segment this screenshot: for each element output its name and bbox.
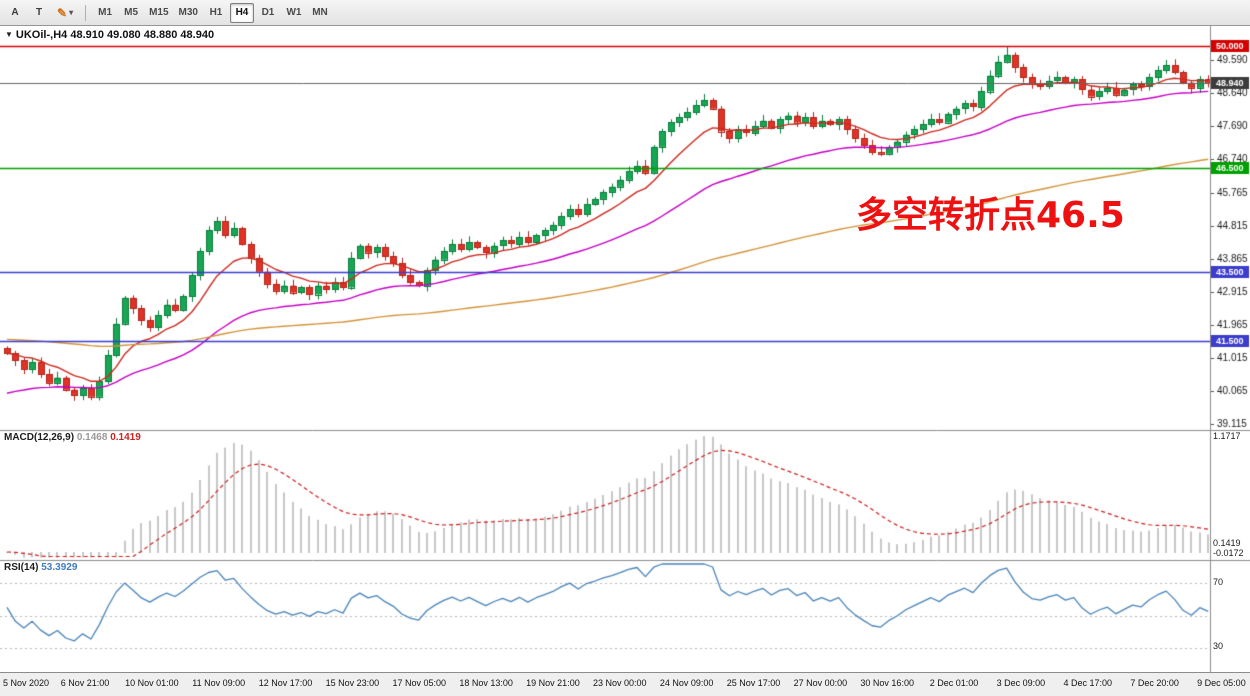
- timeframe-button-m5[interactable]: M5: [124, 7, 139, 18]
- time-axis-label: 24 Nov 09:00: [659, 678, 714, 688]
- timeframe-button-m1[interactable]: M1: [98, 7, 113, 18]
- macd-name: MACD(12,26,9): [4, 432, 75, 443]
- time-axis-label: 12 Nov 17:00: [258, 678, 313, 688]
- time-axis-label: 7 Dec 20:00: [1130, 678, 1179, 688]
- time-axis-label: 17 Nov 05:00: [392, 678, 447, 688]
- macd-axis-bottom-label: -0.0172: [1213, 548, 1244, 558]
- arrow-tool-button[interactable]: A: [11, 7, 19, 18]
- time-axis-label: 10 Nov 01:00: [125, 678, 179, 688]
- time-axis-label: 11 Nov 09:00: [192, 678, 246, 688]
- timeframe-button-h4[interactable]: H4: [229, 2, 254, 23]
- time-axis-label: 6 Nov 21:00: [60, 678, 110, 688]
- timeframe-button-m30[interactable]: M30: [178, 7, 198, 18]
- time-axis-label: 15 Nov 23:00: [325, 678, 380, 688]
- macd-signal-value: 0.1419: [110, 432, 141, 443]
- chart-symbol-timeframe: UKOil-,H4: [15, 29, 68, 41]
- time-axis-label: 2 Dec 01:00: [929, 678, 979, 688]
- time-axis-label: 9 Dec 05:00: [1197, 678, 1246, 688]
- timeframe-button-d1[interactable]: D1: [261, 7, 275, 18]
- crayon-tool-button[interactable]: ✎ ▾: [52, 3, 78, 23]
- timeframe-button-w1[interactable]: W1: [286, 7, 302, 18]
- macd-axis-mid-label: 0.1419: [1213, 538, 1241, 548]
- rsi-name: RSI(14): [4, 562, 39, 573]
- time-axis-label: 23 Nov 00:00: [593, 678, 647, 688]
- time-axis-label: 3 Dec 09:00: [996, 678, 1046, 688]
- rsi-axis-30-label: 30: [1213, 641, 1224, 651]
- crayon-icon: ✎: [57, 5, 68, 20]
- timeframe-group: M1 M5 M15 M30 H1 H4 D1 W1 MN: [93, 2, 332, 23]
- chart-ohlc-values: 48.910 49.080 48.880 48.940: [70, 29, 215, 41]
- chart-title: ▼ UKOil-,H4 48.910 49.080 48.880 48.940: [5, 29, 214, 41]
- macd-main-value: 0.1468: [76, 432, 108, 443]
- toolbar-separator: [85, 4, 87, 21]
- time-axis-label: 4 Dec 17:00: [1063, 678, 1113, 688]
- timeframe-button-m15[interactable]: M15: [149, 7, 169, 18]
- macd-axis-top-label: 1.1717: [1213, 431, 1241, 441]
- toolbar: A T ✎ ▾ M1 M5 M15 M30 H1 H4 D1 W1 MN: [0, 0, 1250, 26]
- rsi-current-value: 53.3929: [41, 562, 78, 573]
- time-axis-label: 25 Nov 17:00: [726, 678, 781, 688]
- time-axis-label: 18 Nov 13:00: [459, 678, 513, 688]
- rsi-axis-70-label: 70: [1213, 577, 1224, 587]
- time-axis-label: 19 Nov 21:00: [526, 678, 580, 688]
- time-axis-label: 30 Nov 16:00: [860, 678, 914, 688]
- price-chart-canvas[interactable]: [0, 26, 1250, 672]
- dropdown-caret-icon: ▾: [69, 8, 74, 17]
- macd-indicator-label: MACD(12,26,9) 0.1468 0.1419: [4, 432, 141, 443]
- timeframe-button-mn[interactable]: MN: [312, 7, 328, 18]
- time-axis[interactable]: 5 Nov 2020 6 Nov 21:00 10 Nov 01:00 11 Nov …: [0, 672, 1250, 696]
- one-click-trading-collapse-icon[interactable]: ▼: [5, 30, 13, 39]
- time-axis-label: 27 Nov 00:00: [793, 678, 848, 688]
- time-axis-label: 5 Nov 2020: [3, 678, 50, 688]
- rsi-indicator-label: RSI(14) 53.3929: [4, 562, 77, 573]
- text-tool-button[interactable]: T: [35, 7, 43, 18]
- chart-text-annotation[interactable]: 多空转折点46.5: [856, 195, 1125, 236]
- timeframe-button-h1[interactable]: H1: [209, 7, 223, 18]
